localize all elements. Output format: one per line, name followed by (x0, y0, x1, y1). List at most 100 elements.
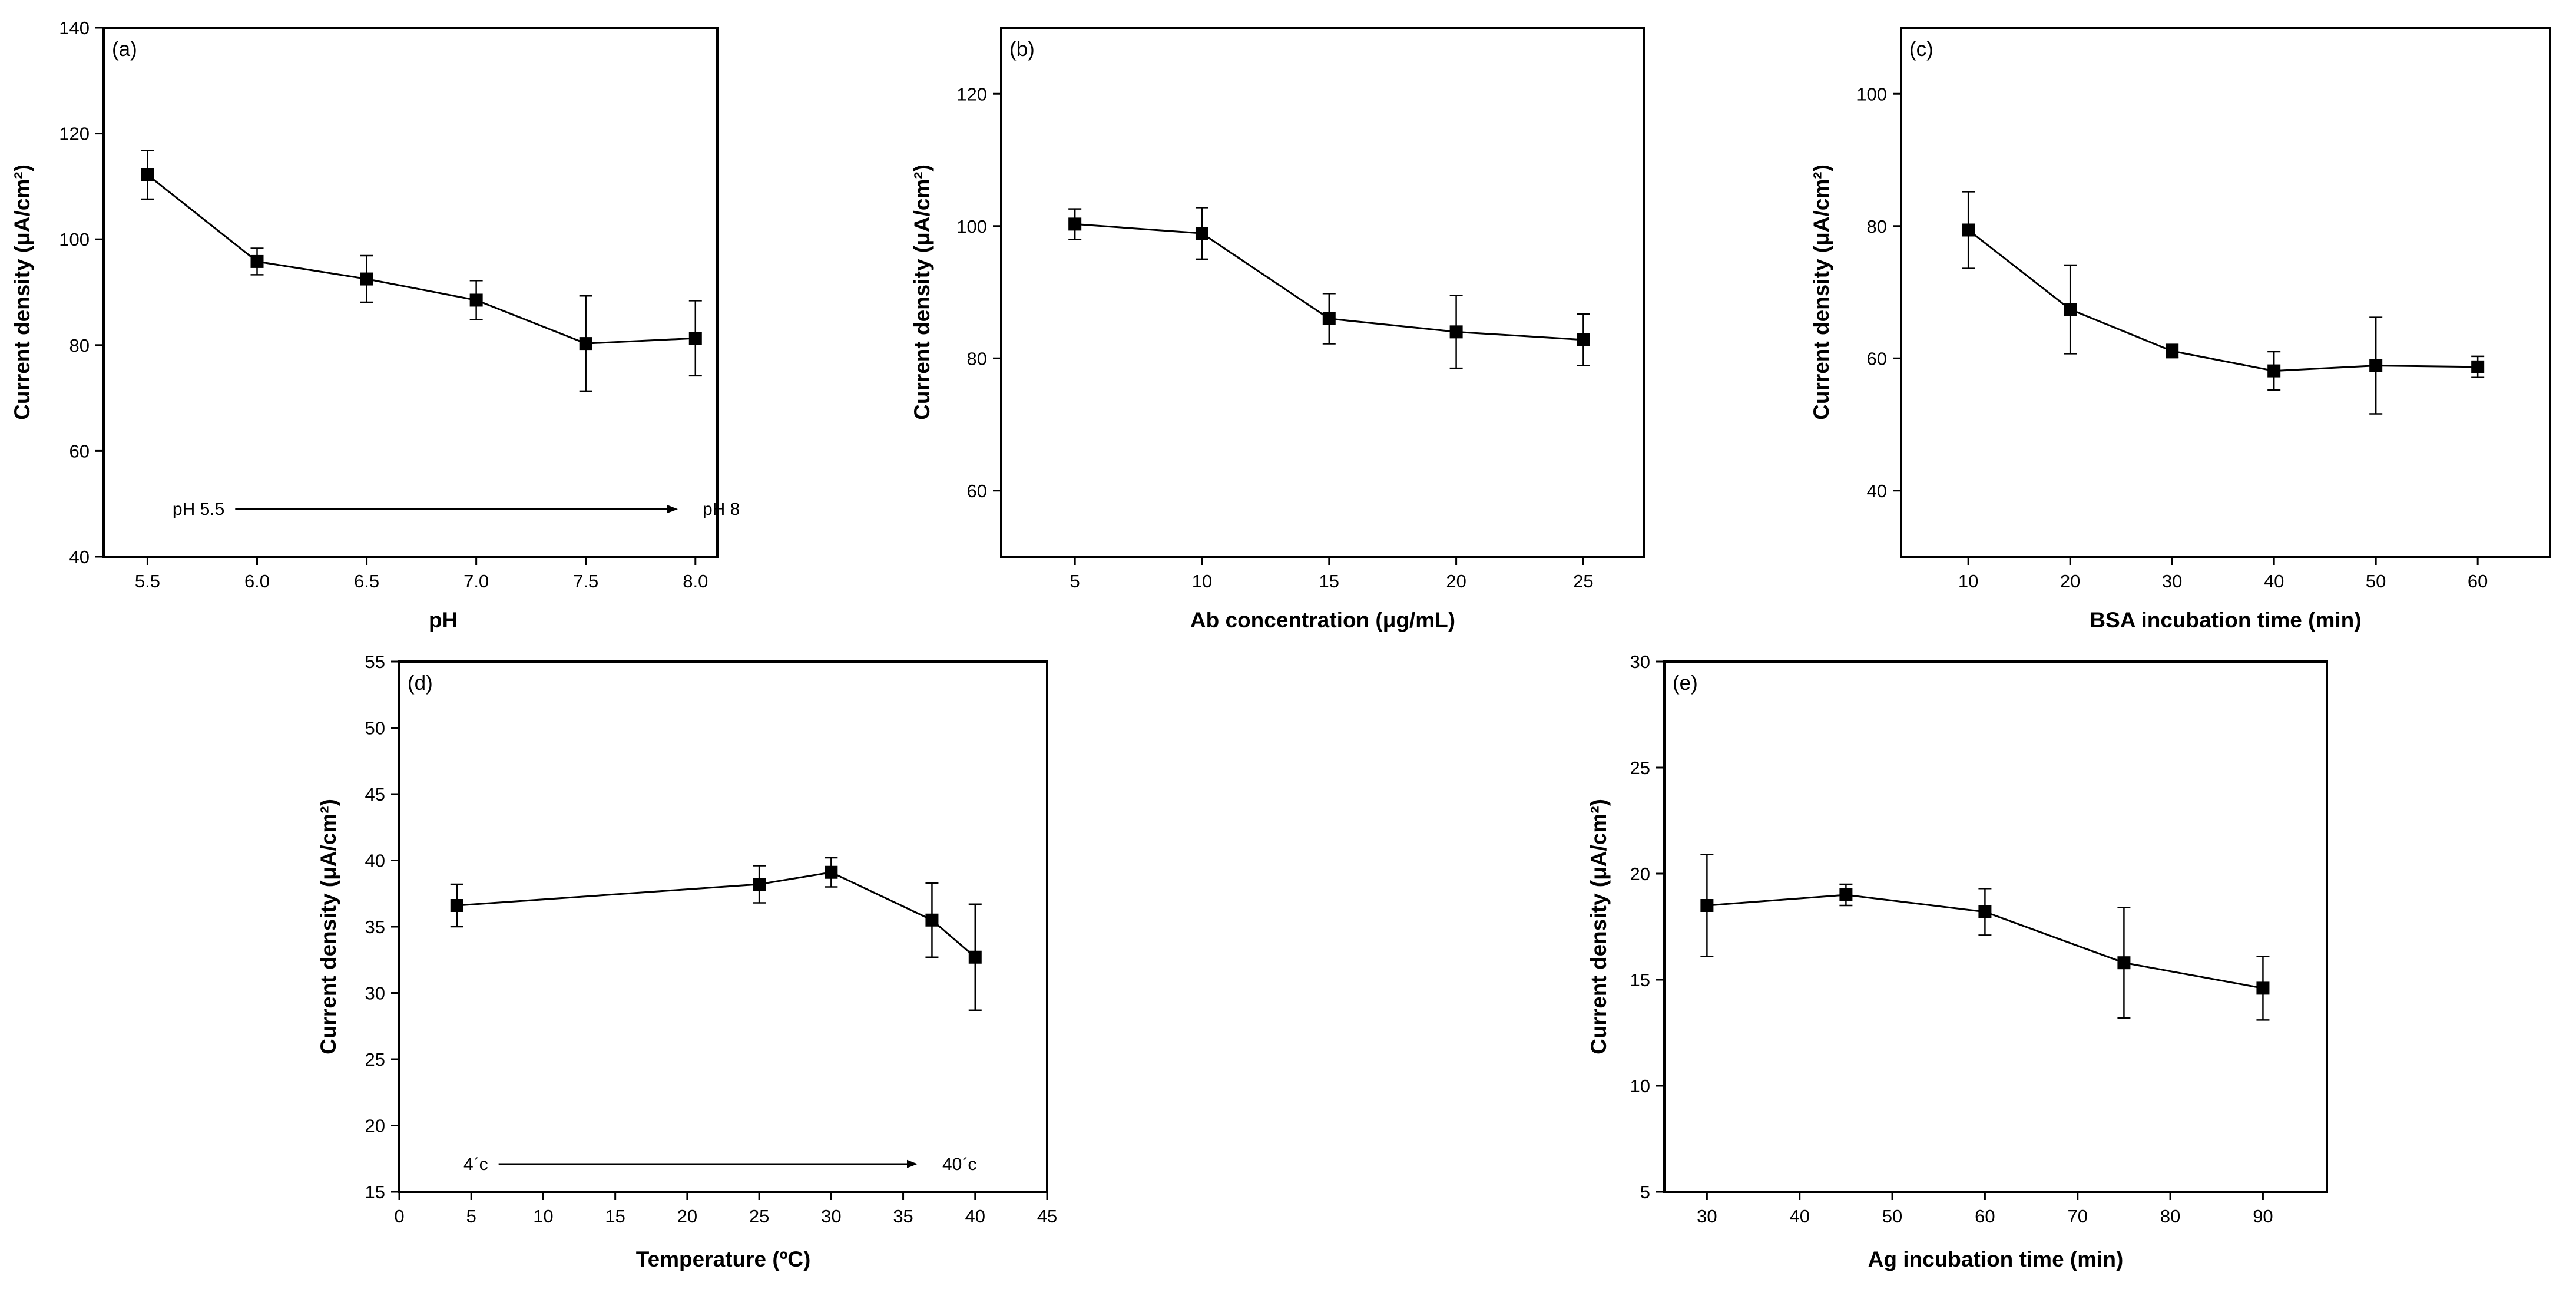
data-point (1322, 312, 1336, 325)
y-tick-label: 20 (1630, 864, 1650, 884)
x-tick-label: 45 (1037, 1206, 1057, 1227)
plot-frame (1000, 27, 1645, 558)
x-tick-label: 50 (2366, 571, 2386, 591)
data-point (688, 332, 702, 345)
x-tick-label: 70 (2068, 1206, 2088, 1227)
y-tick-label: 40 (69, 547, 90, 567)
y-tick-label: 80 (967, 348, 987, 369)
x-tick-label: 30 (2162, 571, 2182, 591)
arrow-head-icon (667, 505, 678, 514)
x-tick-label: 7.5 (573, 571, 598, 591)
x-tick-label: 20 (2060, 571, 2080, 591)
y-tick-label: 120 (956, 84, 987, 104)
arrow-head-icon (907, 1159, 918, 1168)
x-tick-label: 15 (605, 1206, 625, 1227)
y-tick-label: 40 (365, 851, 385, 871)
y-tick-label: 55 (365, 652, 385, 672)
plot-frame (398, 660, 1048, 1193)
chart-panel-a: 5.5 6.0 6.5 7.0 7.5 8.0 40 60 80 100 120 140 pH Curre… (10, 18, 740, 632)
chart-panel-b: 5 10 15 20 25 60 80 100 120 Ab concentration (μg/… (910, 27, 1645, 632)
panel-label: (c) (1909, 38, 1933, 61)
y-tick-label: 100 (59, 229, 90, 250)
y-axis-label: Current density (μA/cm²) (1809, 164, 1833, 420)
y-tick-label: 35 (365, 917, 385, 937)
x-tick-label: 25 (749, 1206, 769, 1227)
y-tick-label: 45 (365, 784, 385, 805)
x-axis-label: Temperature (ºC) (636, 1247, 811, 1271)
y-tick-label: 5 (1640, 1182, 1650, 1202)
y-tick-label: 15 (365, 1182, 385, 1202)
y-tick-label: 80 (1867, 216, 1887, 237)
chart-panel-e: 30 40 50 60 70 80 90 5 10 15 20 25 30 Ag incubation t… (1587, 652, 2328, 1271)
x-tick-label: 60 (1975, 1206, 1995, 1227)
data-point (1068, 217, 1082, 231)
x-tick-label: 25 (1573, 571, 1593, 591)
x-tick-label: 10 (1192, 571, 1212, 591)
data-point (2471, 360, 2485, 373)
y-tick-label: 40 (1867, 481, 1887, 501)
x-axis-label: Ab concentration (μg/mL) (1190, 608, 1455, 632)
x-tick-label: 40 (2264, 571, 2284, 591)
data-point (2267, 364, 2281, 378)
x-axis-label: Ag incubation time (min) (1868, 1247, 2124, 1271)
x-tick-label: 20 (677, 1206, 697, 1227)
data-point (925, 913, 939, 927)
x-tick-label: 35 (893, 1206, 913, 1227)
data-point (825, 865, 838, 879)
data-point (360, 272, 373, 286)
x-tick-label: 8.0 (683, 571, 708, 591)
chart-panel-d: 0 5 10 15 20 25 30 35 40 45 15 20 25 30 35 40 45 50 55 Temp… (316, 652, 1057, 1271)
x-tick-label: 30 (1697, 1206, 1717, 1227)
series-line (456, 871, 976, 958)
y-tick-label: 60 (69, 441, 90, 461)
x-tick-label: 6.5 (354, 571, 379, 591)
data-point (968, 950, 982, 964)
data-point (1700, 899, 1714, 912)
x-tick-label: 40 (965, 1206, 985, 1227)
y-tick-label: 50 (365, 718, 385, 739)
y-tick-label: 60 (1867, 348, 1887, 369)
plot-frame (1900, 27, 2551, 558)
series-line (1968, 229, 2478, 372)
plot-frame (1663, 660, 2328, 1193)
plot-frame (102, 27, 719, 558)
annotation-right-text: 40ˊc (942, 1155, 976, 1174)
data-point (469, 293, 483, 307)
y-tick-label: 80 (69, 335, 90, 356)
y-tick-label: 30 (365, 983, 385, 1004)
y-tick-label: 20 (365, 1116, 385, 1136)
data-point (2117, 956, 2131, 970)
y-tick-label: 100 (1856, 84, 1887, 104)
panel-label: (d) (408, 672, 433, 695)
x-tick-label: 5 (1070, 571, 1080, 591)
y-tick-label: 25 (365, 1049, 385, 1070)
x-tick-label: 10 (533, 1206, 553, 1227)
panel-label: (b) (1009, 38, 1035, 61)
x-tick-label: 60 (2468, 571, 2488, 591)
panel-label: (e) (1673, 672, 1698, 695)
data-point (753, 878, 766, 891)
data-point (450, 899, 463, 912)
x-tick-label: 50 (1882, 1206, 1902, 1227)
x-tick-label: 0 (394, 1206, 404, 1227)
data-point (1577, 333, 1590, 346)
x-axis-label: BSA incubation time (min) (2090, 608, 2361, 632)
y-tick-label: 140 (59, 18, 90, 38)
data-point (1195, 227, 1208, 240)
x-tick-label: 7.0 (463, 571, 489, 591)
data-point (1962, 223, 1975, 237)
y-axis-label: Current density (μA/cm²) (1587, 799, 1611, 1055)
y-axis-label: Current density (μA/cm²) (316, 799, 340, 1055)
data-point (1449, 325, 1463, 339)
x-tick-label: 90 (2253, 1206, 2273, 1227)
data-point (1978, 905, 1992, 918)
y-axis-label: Current density (μA/cm²) (910, 164, 934, 420)
y-tick-label: 120 (59, 124, 90, 144)
y-tick-label: 10 (1630, 1076, 1650, 1096)
y-axis-label: Current density (μA/cm²) (10, 164, 34, 420)
x-tick-label: 15 (1319, 571, 1339, 591)
y-tick-label: 25 (1630, 758, 1650, 778)
x-tick-label: 6.0 (244, 571, 270, 591)
annotation-right-text: pH 8 (703, 500, 740, 519)
